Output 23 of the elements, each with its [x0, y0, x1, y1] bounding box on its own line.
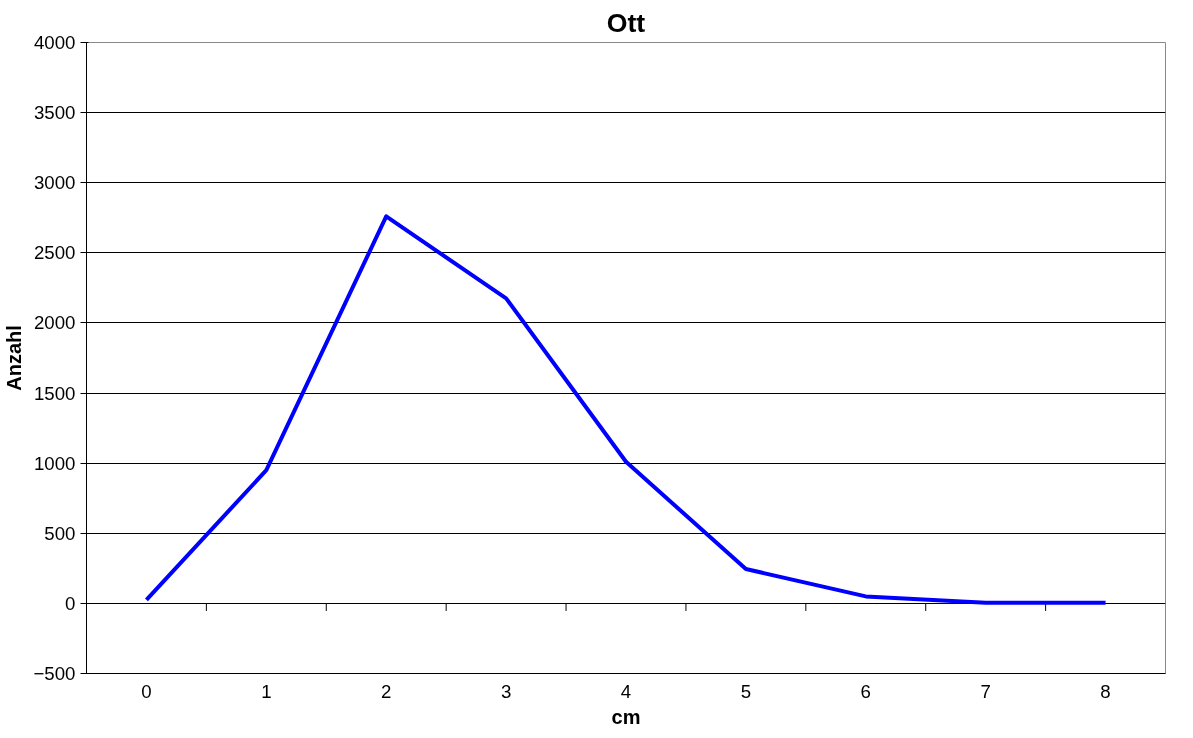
- y-tick-label: 1500: [34, 382, 76, 404]
- y-tick-label: −500: [33, 663, 76, 684]
- y-tick-label: 0: [65, 592, 76, 614]
- y-tick-label: 2500: [34, 242, 76, 264]
- x-tick-label: 4: [620, 680, 632, 702]
- x-tick-label: 8: [1100, 680, 1111, 702]
- x-tick-label: 3: [500, 680, 512, 702]
- x-axis-title: cm: [611, 705, 641, 728]
- y-tick-label: 2000: [34, 312, 76, 334]
- x-tick-label: 2: [381, 680, 392, 702]
- line-series: [144, 214, 1108, 605]
- x-tick-label: 6: [860, 680, 871, 702]
- x-tick-label: 0: [141, 680, 152, 702]
- y-tick-label: 1000: [34, 452, 76, 474]
- x-tick-label: 5: [740, 680, 752, 702]
- x-tick-label: 7: [980, 680, 991, 702]
- y-tick-label: 4000: [34, 32, 76, 53]
- chart-title: Ott: [606, 7, 646, 38]
- y-tick-label: 500: [44, 522, 76, 544]
- y-tick-label: 3500: [34, 102, 76, 124]
- x-tick-label: 1: [261, 680, 272, 702]
- y-axis-title: Anzahl: [3, 325, 26, 391]
- y-tick-label: 3000: [34, 172, 76, 194]
